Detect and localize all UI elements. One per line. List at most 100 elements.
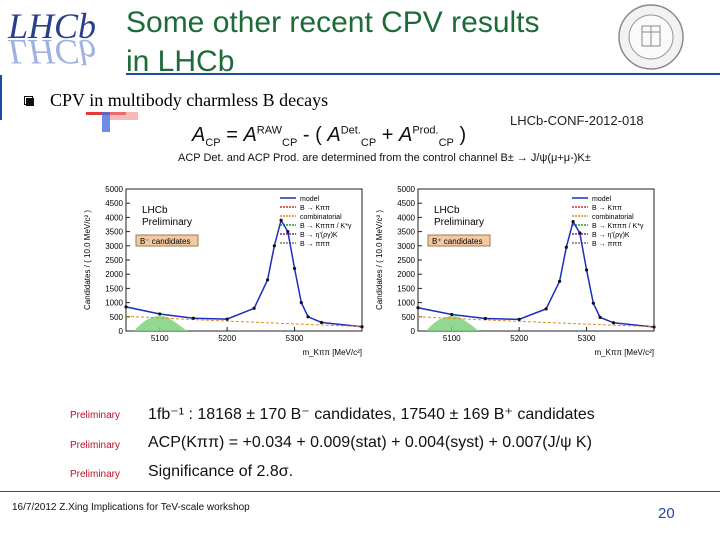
- preliminary-label: Preliminary: [434, 217, 484, 228]
- result-line-acp: ACP(Kππ) = +0.034 + 0.009(stat) + 0.004(…: [148, 434, 592, 451]
- data-point: [544, 307, 548, 311]
- legend-entry: combinatorial: [300, 214, 342, 221]
- eq-det-sub: CP: [360, 137, 377, 149]
- x-tick-label: 5100: [443, 334, 461, 343]
- left-accent-bar: [0, 75, 2, 120]
- y-axis-label: Candidates / ( 10.0 MeV/c² ): [375, 210, 384, 310]
- combinatorial-curve: [417, 316, 655, 328]
- legend-entry: B → Kππ: [300, 205, 330, 212]
- x-tick-label: 5200: [218, 334, 236, 343]
- legend-entry: B → Kπππ / K*γ: [592, 223, 644, 230]
- x-tick-label: 5200: [510, 334, 528, 343]
- data-point: [578, 231, 582, 235]
- combinatorial-curve: [125, 315, 363, 327]
- data-point: [517, 317, 521, 321]
- title-rule: [126, 73, 720, 75]
- data-point: [483, 316, 488, 321]
- y-axis-label: Candidates / ( 10.0 MeV/c² ): [83, 210, 92, 310]
- control-channel-note: ACP Det. and ACP Prod. are determined fr…: [178, 152, 591, 164]
- y-tick-label: 5000: [105, 185, 123, 194]
- preliminary-badge: Preliminary: [70, 440, 121, 451]
- y-tick-label: 1000: [397, 299, 415, 308]
- y-tick-label: 2500: [105, 256, 123, 265]
- candidates-box: [427, 234, 491, 247]
- slide-title: Some other recent CPV results: [126, 6, 540, 39]
- eq-lhs: A: [192, 124, 206, 146]
- eq-equals: =: [226, 124, 238, 146]
- data-point: [652, 325, 656, 329]
- eq-lhs-sub: CP: [205, 137, 221, 149]
- y-tick-label: 2500: [397, 256, 415, 265]
- conf-id: LHCb-CONF-2012-018: [510, 113, 644, 128]
- data-point: [319, 320, 324, 325]
- preliminary-label: Preliminary: [142, 217, 192, 228]
- legend-entry: model: [300, 196, 320, 203]
- legend-entry: combinatorial: [592, 214, 634, 221]
- result-line-candidates: 1fb⁻¹ : 18168 ± 170 B⁻ candidates, 17540…: [148, 406, 595, 423]
- eq-prod: A: [398, 124, 413, 146]
- data-point: [416, 306, 420, 310]
- y-tick-label: 1000: [105, 299, 123, 308]
- y-tick-label: 1500: [397, 284, 415, 293]
- model-curve: [125, 218, 363, 328]
- y-tick-label: 4000: [397, 213, 415, 222]
- data-point: [266, 278, 270, 282]
- eq-raw-sub: CP: [282, 137, 298, 149]
- legend-entry: B → πππ: [592, 241, 622, 248]
- candidates-label: B⁺ candidates: [432, 237, 482, 246]
- eq-plus: +: [381, 124, 394, 146]
- data-point: [279, 218, 283, 222]
- mass-plot-b-plus: 0 500 1000 1500 2000 2500 3000 3500 4000 4500 5000…: [375, 185, 656, 357]
- y-tick-label: 0: [411, 327, 416, 336]
- partial-reco-region: [426, 316, 479, 331]
- eq-raw-sup: RAW: [256, 124, 283, 137]
- data-point: [571, 220, 575, 224]
- bullet-text: CPV in multibody charmless B decays: [50, 90, 329, 110]
- acp-equation: ACP = ARAWCP - ( ADet.CP + AProd.CP ): [192, 124, 466, 149]
- footer-rule: [0, 491, 720, 492]
- data-point: [558, 279, 562, 283]
- y-tick-label: 4500: [397, 199, 415, 208]
- data-point: [225, 317, 229, 321]
- data-point: [306, 315, 310, 319]
- bullet-checkbox-icon: [24, 96, 34, 106]
- data-point: [584, 268, 589, 272]
- y-tick-label: 4000: [105, 213, 123, 222]
- x-axis-label: m_Kππ [MeV/c²]: [595, 348, 655, 357]
- eq-close: ): [459, 124, 467, 146]
- data-point: [611, 321, 616, 325]
- data-point: [286, 230, 290, 234]
- slide-title-line2: in LHCb: [126, 45, 235, 78]
- logo-reflection: LHCb: [7, 32, 96, 72]
- x-axis-label: m_Kππ [MeV/c²]: [303, 348, 363, 357]
- data-point: [360, 325, 364, 329]
- x-tick-label: 5100: [151, 334, 169, 343]
- eq-det-sup: Det.: [340, 124, 361, 137]
- candidates-box: [135, 234, 199, 247]
- y-tick-label: 3000: [397, 242, 415, 251]
- eq-prod-sup: Prod.: [412, 124, 439, 137]
- lhcb-logo: LHCb LHCb: [7, 6, 96, 72]
- lhcb-label: LHCb: [434, 205, 460, 216]
- data-point: [564, 245, 568, 249]
- y-tick-label: 3000: [105, 242, 123, 251]
- eq-det: A: [327, 124, 341, 146]
- eq-prod-sub: CP: [438, 137, 454, 149]
- data-point: [292, 266, 297, 271]
- x-tick-label: 5300: [286, 334, 304, 343]
- x-tick-label: 5300: [578, 334, 596, 343]
- y-tick-label: 0: [119, 327, 124, 336]
- data-point: [299, 301, 303, 305]
- data-point: [252, 306, 256, 310]
- data-point: [272, 244, 276, 248]
- result-line-significance: Significance of 2.8σ.: [148, 463, 294, 480]
- data-point: [598, 315, 602, 319]
- y-tick-label: 3500: [105, 228, 123, 237]
- model-curve: [417, 219, 655, 328]
- y-tick-label: 5000: [397, 185, 415, 194]
- candidates-label: B⁻ candidates: [140, 237, 190, 246]
- logo-text: LHCb: [7, 6, 96, 46]
- accent-marker: [86, 112, 138, 132]
- y-tick-label: 500: [110, 313, 124, 322]
- data-point: [591, 301, 595, 305]
